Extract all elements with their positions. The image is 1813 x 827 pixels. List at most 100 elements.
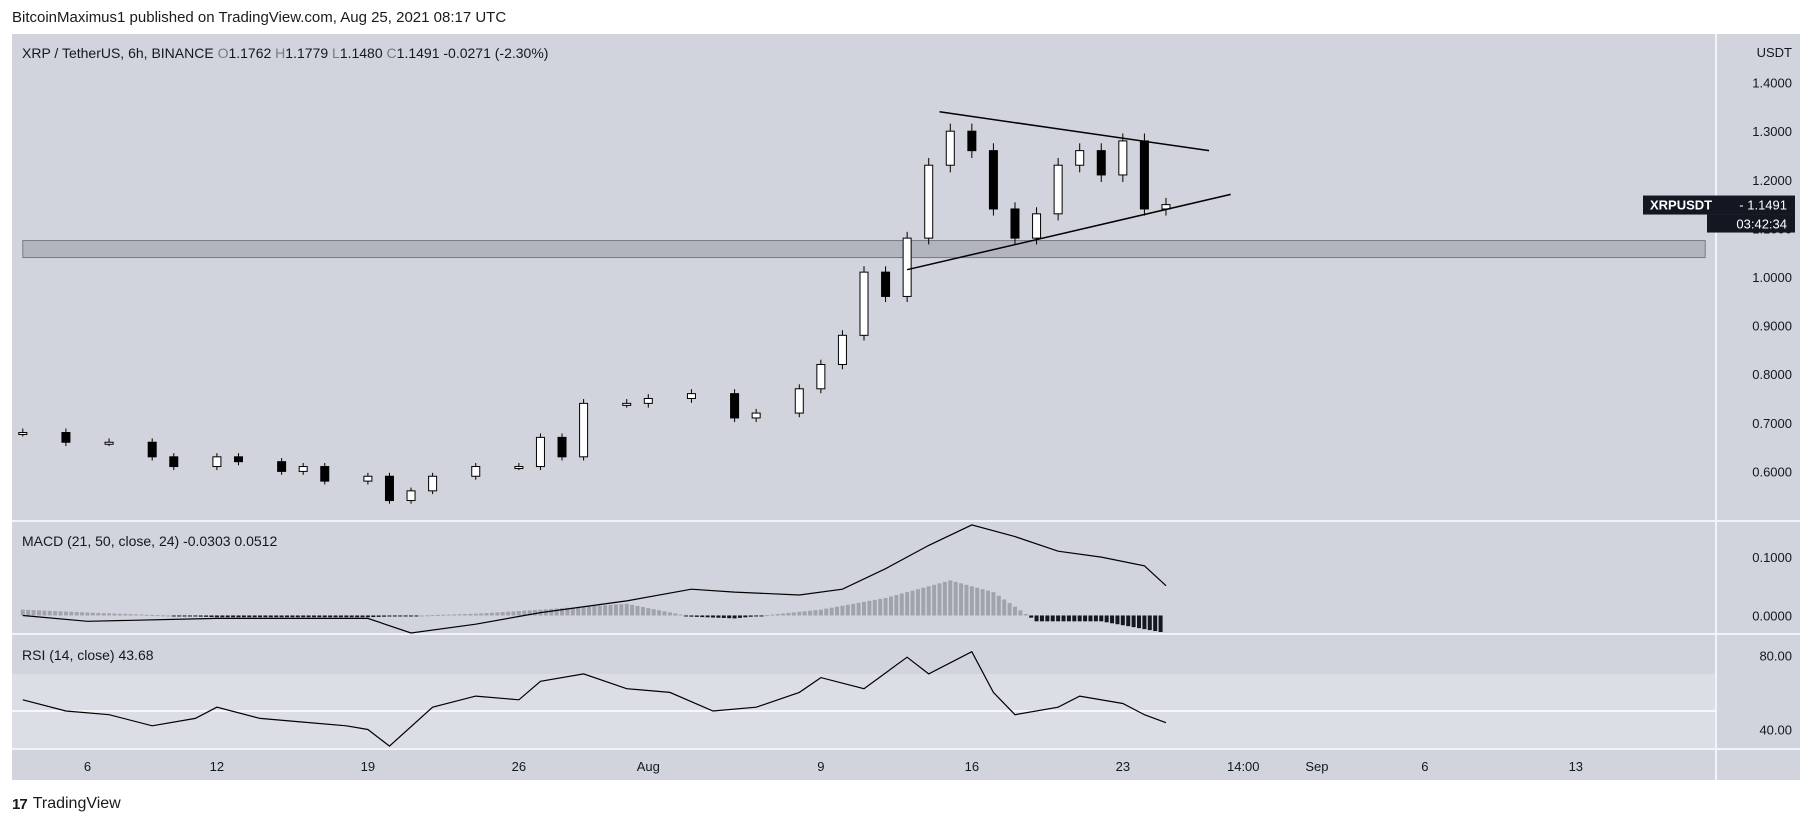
- macd-histogram-bar: [953, 581, 958, 616]
- macd-histogram-bar: [1115, 615, 1120, 625]
- macd-histogram-bar: [1061, 615, 1066, 622]
- macd-histogram-bar: [47, 610, 52, 616]
- macd-histogram-bar: [646, 608, 651, 616]
- macd-histogram-bar: [986, 590, 991, 616]
- macd-histogram-bar: [311, 615, 316, 618]
- macd-histogram-bar: [150, 614, 155, 616]
- macd-histogram-bar: [630, 604, 635, 616]
- macd-histogram-bar: [959, 583, 964, 616]
- macd-histogram-bar: [581, 606, 586, 616]
- candle: [924, 164, 934, 239]
- macd-histogram-bar: [781, 613, 786, 616]
- macd-histogram-bar: [236, 615, 241, 618]
- macd-histogram-bar: [1002, 599, 1007, 616]
- macd-histogram-bar: [317, 615, 322, 618]
- macd-histogram-bar: [770, 614, 775, 616]
- macd-histogram-bar: [1126, 615, 1131, 627]
- last-price-value: - 1.1491: [1739, 198, 1787, 213]
- macd-histogram-bar: [689, 615, 694, 617]
- macd-legend: MACD (21, 50, close, 24) -0.0303 0.0512: [22, 533, 277, 549]
- macd-histogram-bar: [894, 595, 899, 616]
- currency-label: USDT: [1757, 45, 1792, 60]
- time-tick-label: 13: [1569, 759, 1583, 774]
- macd-histogram-bar: [1050, 615, 1055, 622]
- macd-histogram-bar: [851, 603, 856, 616]
- macd-histogram-bar: [754, 615, 759, 617]
- macd-histogram-bar: [570, 607, 575, 616]
- macd-histogram-bar: [225, 615, 230, 618]
- macd-histogram-bar: [285, 615, 290, 618]
- macd-histogram-bar: [797, 611, 802, 616]
- macd-histogram-bar: [409, 615, 414, 617]
- macd-histogram-bar: [160, 615, 165, 617]
- candle: [859, 271, 869, 336]
- macd-histogram-bar: [139, 614, 144, 616]
- time-tick-label: 6: [84, 759, 91, 774]
- macd-histogram-bar: [1066, 615, 1071, 622]
- macd-histogram-bar: [565, 607, 570, 616]
- time-tick-label: 9: [817, 759, 824, 774]
- candle: [837, 334, 847, 365]
- macd-histogram-bar: [322, 615, 327, 618]
- macd-histogram-bar: [198, 615, 203, 617]
- macd-histogram-bar: [969, 586, 974, 616]
- macd-histogram-bar: [26, 609, 31, 616]
- price-tick-label: 0.8000: [1752, 367, 1792, 382]
- last-price-tag: [1643, 195, 1795, 215]
- macd-histogram-bar: [1072, 615, 1077, 622]
- macd-histogram-bar: [748, 615, 753, 617]
- macd-histogram-bar: [231, 615, 236, 618]
- candle: [61, 432, 71, 443]
- macd-histogram-bar: [673, 613, 678, 616]
- macd-histogram-bar: [355, 615, 360, 618]
- macd-histogram-bar: [1088, 615, 1093, 622]
- macd-histogram-bar: [883, 597, 888, 616]
- publisher-header: BitcoinMaximus1 published on TradingView…: [12, 9, 507, 26]
- macd-histogram-bar: [511, 611, 516, 616]
- macd-histogram-bar: [360, 615, 365, 618]
- candle: [730, 393, 740, 419]
- macd-histogram-bar: [1131, 615, 1136, 628]
- tradingview-brand: TradingView: [32, 795, 121, 812]
- macd-histogram-bar: [1137, 615, 1142, 629]
- candle: [1118, 140, 1128, 176]
- candle: [147, 441, 157, 458]
- macd-histogram-bar: [1018, 610, 1023, 616]
- macd-histogram-bar: [123, 613, 128, 616]
- rsi-tick-label: 80.00: [1759, 648, 1792, 663]
- candle: [557, 436, 567, 458]
- macd-histogram-bar: [597, 605, 602, 616]
- macd-histogram-bar: [1153, 615, 1158, 632]
- macd-histogram-bar: [592, 605, 597, 616]
- candle: [579, 402, 589, 458]
- macd-histogram-bar: [716, 615, 721, 618]
- macd-histogram-bar: [258, 615, 263, 618]
- macd-histogram-bar: [948, 580, 953, 616]
- macd-histogram-bar: [802, 611, 807, 616]
- macd-histogram-bar: [705, 615, 710, 618]
- candle: [104, 441, 114, 445]
- macd-histogram-bar: [500, 612, 505, 616]
- macd-histogram-bar: [1142, 615, 1147, 630]
- macd-histogram-bar: [144, 614, 149, 616]
- macd-histogram-bar: [1120, 615, 1125, 626]
- macd-histogram-bar: [489, 612, 494, 616]
- countdown-value: 03:42:34: [1736, 217, 1787, 232]
- macd-histogram-bar: [403, 615, 408, 617]
- macd-histogram-bar: [295, 615, 300, 618]
- macd-histogram-bar: [608, 604, 613, 616]
- macd-histogram-bar: [241, 615, 246, 618]
- macd-histogram-bar: [90, 612, 95, 616]
- candle: [406, 490, 416, 502]
- macd-histogram-bar: [387, 615, 392, 617]
- candle: [18, 432, 28, 436]
- tradingview-footer[interactable]: 17 TradingView: [12, 795, 121, 813]
- macd-histogram-bar: [209, 615, 214, 618]
- candle: [816, 363, 826, 390]
- time-tick-label: 26: [512, 759, 526, 774]
- macd-histogram-bar: [878, 598, 883, 616]
- macd-histogram-bar: [214, 615, 219, 618]
- macd-histogram-bar: [484, 613, 489, 616]
- macd-histogram-bar: [42, 610, 47, 616]
